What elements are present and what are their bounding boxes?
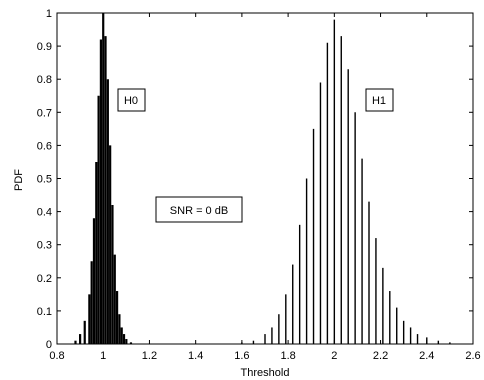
x-tick-label: 2 bbox=[331, 350, 337, 362]
y-tick-label: 0.4 bbox=[37, 207, 52, 219]
h1-bars bbox=[241, 19, 451, 344]
y-tick-label: 0.9 bbox=[37, 41, 52, 53]
x-tick-label: 2.6 bbox=[465, 350, 480, 362]
annotation-snr: SNR = 0 dB bbox=[155, 196, 243, 223]
annotation-h0-text: H0 bbox=[124, 95, 138, 107]
annotation-h1: H1 bbox=[365, 88, 394, 112]
y-tick-label: 0.7 bbox=[37, 107, 52, 119]
y-tick-label: 1 bbox=[46, 8, 52, 20]
annotation-snr-text: SNR = 0 dB bbox=[170, 205, 228, 217]
y-tick-label: 0.2 bbox=[37, 273, 52, 285]
y-axis-label: PDF bbox=[13, 169, 25, 191]
plot-background bbox=[57, 13, 473, 344]
x-axis: 0.8 1 1.2 1.4 1.6 1.8 2 2.2 2.4 2.6 bbox=[49, 13, 481, 362]
x-tick-label: 1.8 bbox=[280, 350, 295, 362]
y-tick-label: 0.3 bbox=[37, 240, 52, 252]
y-tick-label: 0.1 bbox=[37, 306, 52, 318]
y-tick-label: 0.8 bbox=[37, 74, 52, 86]
x-tick-label: 2.4 bbox=[419, 350, 434, 362]
x-tick-label: 2.2 bbox=[373, 350, 388, 362]
y-axis: 0 0.1 0.2 0.3 0.4 0.5 0.6 0.7 0.8 0.9 1 bbox=[37, 8, 473, 351]
annotation-h1-text: H1 bbox=[372, 95, 386, 107]
x-tick-label: 1 bbox=[100, 350, 106, 362]
y-tick-label: 0.6 bbox=[37, 140, 52, 152]
x-axis-label: Threshold bbox=[241, 367, 290, 379]
x-tick-label: 1.4 bbox=[188, 350, 203, 362]
y-tick-label: 0.5 bbox=[37, 174, 52, 186]
annotation-h0: H0 bbox=[117, 88, 146, 112]
x-tick-label: 1.6 bbox=[234, 350, 249, 362]
x-tick-label: 1.2 bbox=[142, 350, 157, 362]
x-tick-label: 0.8 bbox=[49, 350, 64, 362]
y-tick-label: 0 bbox=[46, 339, 52, 351]
h0-bars bbox=[74, 13, 133, 344]
